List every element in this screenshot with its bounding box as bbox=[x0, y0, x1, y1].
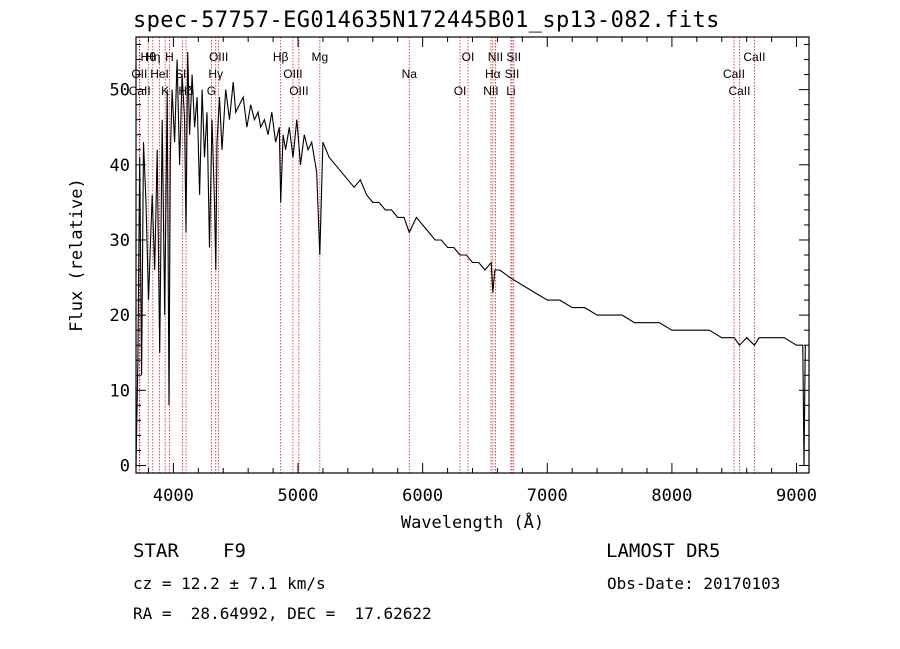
redshift-velocity: cz = 12.2 ± 7.1 km/s bbox=[133, 574, 326, 593]
y-axis-label: Flux (relative) bbox=[67, 178, 87, 332]
x-axis-label: Wavelength (Å) bbox=[401, 511, 544, 533]
spectral-line-labels: HθOIICaIIHηHeIKHSIIHδOIIIHγGHβOIIIOIIIMg… bbox=[129, 50, 766, 98]
x-tick-label: 5000 bbox=[278, 486, 319, 506]
x-axis-ticks: 4000 5000 6000 7000 8000 9000 bbox=[147, 37, 817, 506]
y-tick-label: 40 bbox=[110, 156, 130, 176]
x-tick-label: 8000 bbox=[651, 486, 692, 506]
line-label-13: OIII bbox=[283, 67, 302, 81]
line-label-21: NII bbox=[488, 50, 503, 64]
observation-date: Obs-Date: 20170103 bbox=[607, 574, 781, 593]
line-label-4: HeI bbox=[150, 67, 169, 81]
plot-frame bbox=[135, 36, 810, 474]
line-label-16: Na bbox=[402, 67, 418, 81]
line-label-12: Hβ bbox=[273, 50, 289, 64]
chart-title: spec-57757-EG014635N172445B01_sp13-082.f… bbox=[133, 8, 720, 33]
line-label-20: NII bbox=[483, 84, 498, 98]
x-tick-label: 6000 bbox=[402, 486, 443, 506]
line-label-3: Hη bbox=[145, 50, 160, 64]
line-label-2: CaII bbox=[129, 84, 151, 98]
spectral-line-markers bbox=[138, 37, 755, 473]
line-label-18: OI bbox=[462, 50, 475, 64]
sky-coordinates: RA = 28.64992, DEC = 17.62622 bbox=[133, 604, 432, 623]
line-label-23: Li bbox=[506, 84, 515, 98]
line-label-15: Mg bbox=[311, 50, 328, 64]
y-tick-label: 20 bbox=[110, 306, 130, 326]
line-label-27: CaII bbox=[743, 50, 765, 64]
line-label-26: CaII bbox=[728, 84, 750, 98]
line-label-0: Hθ bbox=[141, 50, 157, 64]
y-tick-label: 30 bbox=[110, 231, 130, 251]
line-label-25: CaII bbox=[723, 67, 745, 81]
object-class: STAR bbox=[133, 540, 179, 562]
line-label-7: SII bbox=[175, 67, 190, 81]
line-label-24: SII bbox=[506, 50, 521, 64]
y-tick-label: 50 bbox=[110, 81, 130, 101]
line-label-5: K bbox=[161, 84, 169, 98]
line-label-14: OIII bbox=[289, 84, 308, 98]
x-tick-label: 9000 bbox=[776, 486, 817, 506]
line-label-17: OI bbox=[454, 84, 467, 98]
x-tick-label: 7000 bbox=[527, 486, 568, 506]
line-label-19: Hα bbox=[485, 67, 501, 81]
line-label-9: OIII bbox=[209, 50, 228, 64]
y-tick-label: 10 bbox=[110, 381, 130, 401]
spectrum-line bbox=[135, 51, 806, 466]
y-axis-ticks: 0 10 20 30 40 50 bbox=[110, 44, 809, 476]
line-label-11: G bbox=[207, 84, 216, 98]
line-label-22: SII bbox=[505, 67, 520, 81]
line-label-6: H bbox=[165, 50, 174, 64]
y-tick-label: 0 bbox=[120, 456, 130, 476]
survey-name: LAMOST DR5 bbox=[606, 540, 721, 562]
line-label-1: OII bbox=[131, 67, 147, 81]
line-label-10: Hγ bbox=[208, 67, 223, 81]
x-tick-label: 4000 bbox=[153, 486, 194, 506]
object-subclass: F9 bbox=[223, 540, 246, 562]
